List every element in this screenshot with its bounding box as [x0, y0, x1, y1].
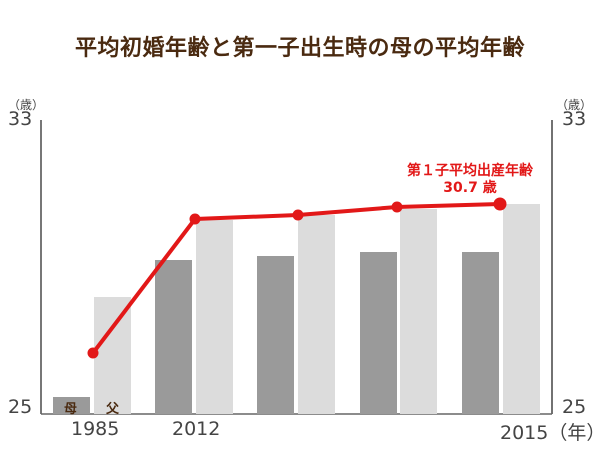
x-label-1985: 1985: [71, 418, 120, 440]
father-bars: [94, 204, 540, 414]
first-child-age-line: [91, 202, 501, 355]
right-axis-top-tick: 33: [562, 108, 587, 130]
line-point: [391, 201, 403, 213]
mother-bar: [462, 252, 499, 414]
line-point: [292, 209, 304, 221]
mother-bar: [53, 397, 90, 414]
annotation-value: 30.7 歳: [443, 180, 497, 196]
father-bar: [94, 297, 131, 414]
left-axis-top-tick: 33: [8, 108, 33, 130]
line-annotation: 第１子平均出産年齢 30.7 歳: [380, 163, 560, 197]
father-bar: [196, 220, 233, 414]
legend-mother-label: 母: [64, 402, 78, 417]
left-axis-unit: （歳）: [8, 98, 45, 112]
mother-bar: [155, 260, 192, 414]
father-bar: [400, 209, 437, 414]
mother-bar: [257, 256, 294, 414]
left-axis-bottom-tick: 25: [8, 396, 33, 418]
father-bar: [503, 204, 540, 414]
mother-bar: [360, 252, 397, 414]
line-point: [87, 347, 99, 359]
line-point: [493, 197, 507, 211]
x-label-2012: 2012: [172, 418, 221, 440]
line-point: [189, 213, 201, 225]
legend-father-label: 父: [106, 402, 120, 417]
father-bar: [298, 215, 335, 414]
right-axis-bottom-tick: 25: [562, 396, 587, 418]
annotation-title: 第１子平均出産年齢: [407, 163, 533, 179]
x-label-2015: 2015（年）: [500, 422, 600, 444]
mother-bars: [53, 252, 499, 414]
chart-title: 平均初婚年齢と第一子出生時の母の平均年齢: [74, 36, 525, 61]
right-axis-unit: （歳）: [556, 98, 593, 112]
